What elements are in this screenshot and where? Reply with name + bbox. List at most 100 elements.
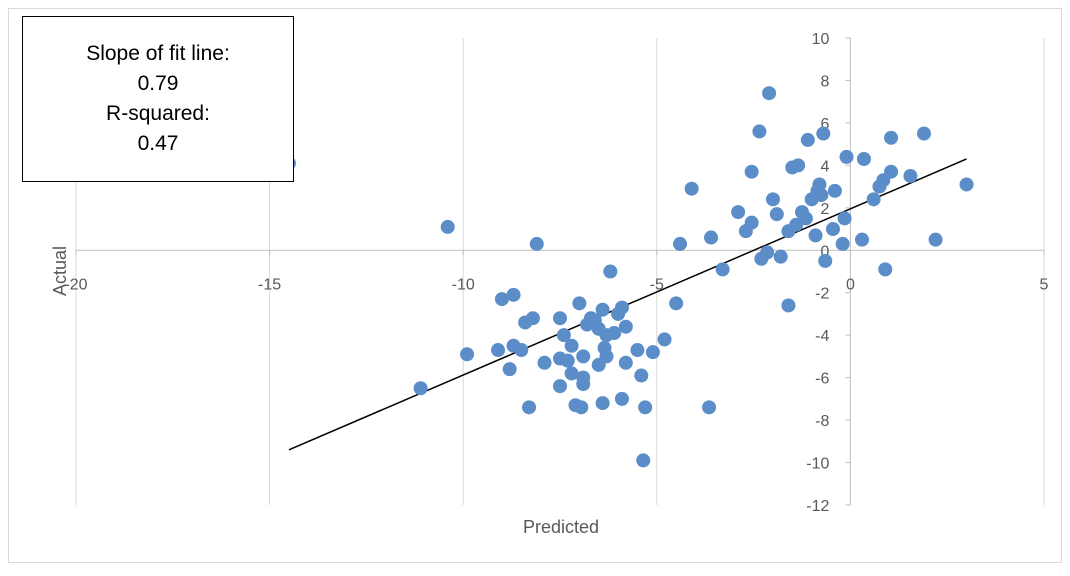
data-point (537, 355, 552, 370)
data-point (916, 126, 931, 141)
data-point (491, 343, 506, 358)
data-point (773, 249, 788, 264)
data-point (576, 370, 591, 385)
data-point (791, 158, 806, 173)
data-point (525, 311, 540, 326)
data-point (752, 124, 767, 139)
data-point (440, 219, 455, 234)
data-point (812, 177, 827, 192)
data-point (818, 253, 833, 268)
x-tick-label: -10 (452, 276, 475, 293)
x-axis-title: Predicted (523, 517, 599, 537)
data-point (460, 347, 475, 362)
y-tick-label: 10 (812, 31, 830, 48)
data-point (529, 236, 544, 251)
data-point (506, 287, 521, 302)
data-point (673, 236, 688, 251)
data-point (572, 296, 587, 311)
data-point (556, 328, 571, 343)
slope-label: Slope of fit line: (86, 42, 230, 65)
data-points (281, 86, 974, 468)
r-squared-value: 0.47 (137, 132, 179, 155)
data-point (607, 326, 622, 341)
data-point (884, 130, 899, 145)
data-point (856, 151, 871, 166)
y-tick-label: 6 (820, 116, 829, 133)
data-point (808, 228, 823, 243)
data-point (599, 349, 614, 364)
x-tick-label: -5 (650, 276, 664, 293)
data-point (595, 302, 610, 317)
data-point (684, 181, 699, 196)
data-point (837, 211, 852, 226)
y-axis-title: Actual (50, 246, 70, 296)
x-tick-label: 5 (1040, 276, 1049, 293)
data-point (814, 188, 829, 203)
data-point (595, 396, 610, 411)
data-point (702, 400, 717, 415)
data-point (638, 400, 653, 415)
data-point (636, 453, 651, 468)
data-point (928, 232, 943, 247)
data-point (835, 236, 850, 251)
data-point (553, 311, 567, 326)
data-point (618, 319, 633, 334)
data-point (855, 232, 870, 247)
x-tick-label: -15 (258, 276, 281, 293)
data-point (798, 211, 813, 226)
y-tick-label: 0 (820, 243, 829, 260)
data-point (959, 177, 974, 192)
data-point (560, 353, 575, 368)
data-point (614, 300, 629, 315)
data-point (781, 298, 796, 313)
data-point (800, 132, 815, 147)
data-point (839, 149, 854, 164)
y-tick-label: -10 (806, 456, 829, 473)
y-tick-label: -8 (815, 413, 829, 430)
data-point (502, 362, 517, 377)
data-point (762, 86, 777, 101)
data-point (413, 381, 428, 396)
data-point (878, 262, 893, 277)
y-tick-label: -12 (806, 498, 829, 515)
data-point (903, 168, 918, 183)
data-point (630, 343, 645, 358)
y-tick-label: 2 (820, 201, 829, 218)
data-point (866, 192, 881, 207)
data-point (564, 338, 579, 353)
data-point (704, 230, 719, 245)
data-point (669, 296, 684, 311)
data-point (657, 332, 672, 347)
data-point (816, 126, 831, 141)
data-point (827, 183, 842, 198)
x-tick-label: 0 (846, 276, 855, 293)
data-point (603, 264, 618, 279)
data-point (884, 164, 899, 179)
slope-value: 0.79 (137, 72, 179, 95)
data-point (744, 164, 759, 179)
x-tick-label: -20 (64, 276, 87, 293)
y-tick-label: 4 (820, 158, 829, 175)
y-tick-label: 8 (820, 73, 829, 90)
data-point (760, 245, 775, 260)
y-tick-label: -2 (815, 286, 829, 303)
data-point (494, 292, 509, 307)
data-point (744, 215, 759, 230)
data-point (731, 205, 746, 220)
data-point (514, 343, 529, 358)
y-tick-label: -6 (815, 371, 829, 388)
data-point (634, 368, 649, 383)
data-point (825, 222, 840, 237)
data-point (614, 391, 629, 406)
data-point (645, 345, 660, 360)
fit-statistics-box: Slope of fit line: 0.79 R-squared: 0.47 (22, 16, 294, 182)
data-point (769, 207, 784, 222)
data-point (576, 349, 591, 364)
r-squared-label: R-squared: (106, 102, 210, 125)
data-point (564, 366, 579, 381)
y-tick-label: -4 (815, 328, 829, 345)
data-point (765, 192, 780, 207)
data-point (522, 400, 537, 415)
